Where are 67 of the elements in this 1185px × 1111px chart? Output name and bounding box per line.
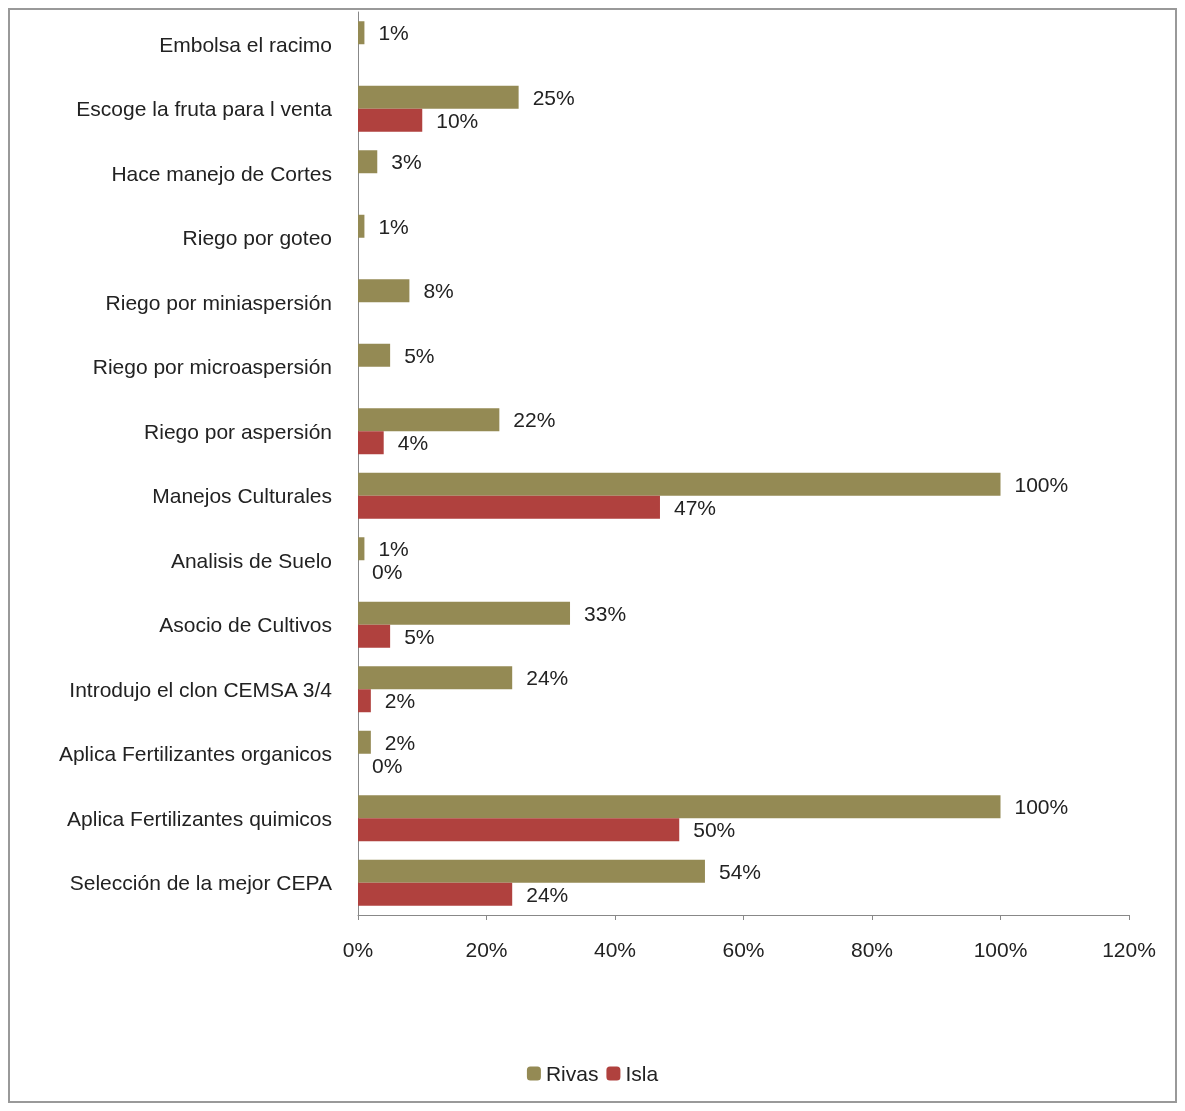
bar [358, 730, 371, 754]
data-label: 10% [436, 108, 479, 132]
data-label: 54% [718, 859, 761, 883]
bar [358, 689, 371, 713]
y-tick-label: Escoge la fruta para l venta [76, 97, 333, 121]
data-label: 2% [384, 730, 416, 754]
bar [358, 21, 365, 45]
data-label: 0% [372, 560, 403, 584]
bar [358, 601, 571, 625]
data-label: 5% [404, 624, 435, 648]
bar [358, 666, 513, 690]
data-label: 5% [404, 343, 435, 367]
y-tick-label: Riego por microaspersión [92, 355, 332, 379]
bar [358, 537, 365, 561]
data-label: 4% [397, 431, 429, 455]
bar [358, 108, 423, 132]
y-tick-label: Asocio de Cultivos [159, 613, 332, 637]
legend-label: Rivas [545, 1062, 599, 1085]
y-tick-label: Hace manejo de Cortes [111, 161, 332, 185]
data-label: 22% [513, 408, 556, 432]
y-tick-label: Aplica Fertilizantes quimicos [67, 806, 332, 830]
bar [358, 408, 500, 432]
bar [358, 279, 410, 303]
bar [358, 795, 1001, 819]
data-label: 1% [378, 214, 409, 238]
y-tick-label: Riego por goteo [182, 226, 332, 250]
bar [358, 150, 378, 174]
y-tick-label: Selección de la mejor CEPA [69, 871, 332, 895]
data-label: 8% [423, 279, 454, 303]
y-tick-label: Introdujo el clon CEMSA 3/4 [69, 677, 333, 701]
data-label: 1% [378, 21, 409, 45]
data-label: 47% [673, 495, 717, 519]
y-tick-label: Analisis de Suelo [170, 548, 332, 572]
bar [358, 343, 391, 367]
legend-label: Isla [625, 1062, 659, 1085]
data-label: 25% [532, 85, 575, 109]
y-tick-label: Embolsa el racimo [159, 32, 332, 56]
x-tick-label: 120% [1102, 938, 1156, 961]
y-tick-label: Aplica Fertilizantes organicos [58, 742, 332, 766]
data-label: 24% [526, 882, 569, 906]
x-tick-label: 40% [593, 938, 637, 961]
bar [358, 495, 660, 519]
y-tick-label: Manejos Culturales [152, 484, 332, 508]
data-label: 100% [1014, 472, 1069, 496]
bar [358, 431, 384, 455]
data-label: 100% [1014, 795, 1069, 819]
data-label: 2% [384, 689, 416, 713]
x-tick-label: 60% [722, 938, 765, 961]
y-tick-label: Riego por aspersión [144, 419, 332, 443]
data-label: 3% [391, 150, 422, 174]
data-label: 24% [526, 666, 569, 690]
bar [358, 214, 365, 238]
x-tick-label: 100% [973, 938, 1028, 961]
data-label: 33% [584, 601, 627, 625]
data-label: 0% [372, 753, 403, 777]
bar [358, 859, 705, 883]
x-tick-label: 0% [342, 938, 374, 961]
data-label: 1% [378, 537, 409, 561]
bar [358, 624, 391, 648]
bar [358, 882, 513, 906]
bar [358, 818, 680, 842]
y-tick-label: Riego por miniaspersión [105, 290, 332, 314]
x-tick-label: 20% [465, 938, 508, 961]
bar [358, 85, 519, 109]
x-tick-label: 80% [850, 938, 894, 961]
bar [358, 472, 1001, 496]
data-label: 50% [693, 818, 736, 842]
